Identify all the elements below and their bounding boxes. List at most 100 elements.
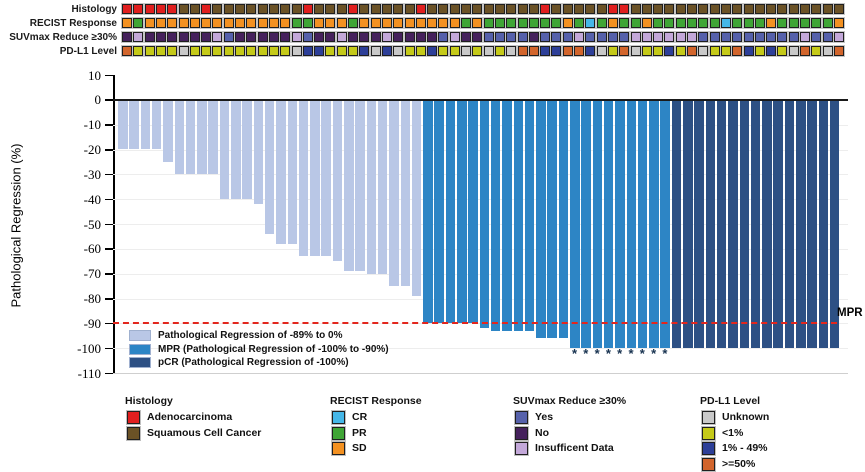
annotation-cell-recist — [461, 18, 471, 28]
annotation-cell-recist — [404, 18, 415, 28]
annotation-cell-pdl1 — [178, 46, 189, 56]
zero-baseline — [113, 98, 848, 102]
annotation-cell-recist — [336, 18, 347, 28]
annotation-cell-suvmax — [811, 32, 822, 42]
y-axis-title: Pathological Regression (%) — [8, 143, 24, 308]
legend-item-swatch — [702, 457, 715, 471]
annotation-cell-recist — [472, 18, 483, 28]
annotation-cell-suvmax — [325, 32, 336, 42]
annotation-cell-pdl1 — [155, 46, 166, 56]
annotation-cell-recist — [133, 18, 144, 28]
annotation-cell-pdl1 — [246, 46, 257, 56]
y-tick-mark — [105, 298, 113, 300]
annotation-cell-suvmax — [381, 32, 392, 42]
annotation-cell-recist — [167, 18, 178, 28]
annotation-cell-suvmax — [404, 32, 415, 42]
y-tick-label: 0 — [94, 92, 102, 108]
annotation-cell-histology — [393, 4, 404, 14]
regression-bar — [716, 100, 727, 349]
regression-bar — [615, 100, 625, 349]
annotation-cell-pdl1 — [223, 46, 234, 56]
annotation-cell-recist — [506, 18, 517, 28]
annotation-cell-suvmax — [415, 32, 426, 42]
annotation-cell-suvmax — [641, 32, 652, 42]
annotation-cell-pdl1 — [280, 46, 291, 56]
annotation-cell-pdl1 — [664, 46, 675, 56]
x-axis-baseline — [113, 373, 848, 374]
legend-swatch-M — [129, 343, 151, 355]
regression-bar — [807, 100, 817, 349]
annotation-cell-histology — [155, 4, 166, 14]
regression-bar — [264, 100, 275, 234]
regression-bar — [705, 100, 716, 349]
regression-bar — [219, 100, 230, 200]
annotation-cell-suvmax — [223, 32, 234, 42]
annotation-cell-pdl1 — [336, 46, 347, 56]
annotation-cell-pdl1 — [630, 46, 641, 56]
annotation-cell-pdl1 — [743, 46, 754, 56]
annotation-cell-histology — [574, 4, 584, 14]
y-tick-mark — [105, 74, 113, 76]
annotation-cell-histology — [438, 4, 449, 14]
y-tick-label: -110 — [77, 365, 101, 381]
annotation-cell-recist — [438, 18, 449, 28]
annotation-cell-histology — [201, 4, 212, 14]
annotation-cell-recist — [235, 18, 245, 28]
annotation-cell-histology — [800, 4, 810, 14]
regression-bar — [784, 100, 795, 349]
annotation-cell-suvmax — [551, 32, 562, 42]
annotation-cell-histology — [551, 4, 562, 14]
legend-item-label: CR — [352, 411, 368, 423]
legend-item-label: Insufficent Data — [535, 442, 614, 454]
regression-bar — [536, 100, 546, 339]
annotation-cell-recist — [698, 18, 709, 28]
mpr-threshold-line — [113, 322, 837, 325]
regression-bar — [502, 100, 512, 331]
annotation-cell-histology — [268, 4, 279, 14]
y-tick-label: -40 — [83, 191, 101, 207]
annotation-cell-recist — [189, 18, 200, 28]
annotation-cell-pdl1 — [494, 46, 505, 56]
annotation-cell-recist — [562, 18, 573, 28]
y-tick-label: -20 — [83, 142, 101, 157]
annotation-cell-pdl1 — [427, 46, 438, 56]
annotation-cell-recist — [201, 18, 212, 28]
annotation-cell-pdl1 — [291, 46, 302, 56]
annotation-cell-histology — [664, 4, 675, 14]
annotation-cell-recist — [822, 18, 833, 28]
legend-item-label: PR — [352, 426, 367, 439]
annotation-cell-pdl1 — [585, 46, 596, 56]
regression-bar — [434, 100, 444, 324]
annotation-cell-suvmax — [155, 32, 166, 42]
annotation-cell-pdl1 — [393, 46, 404, 56]
annotation-cell-suvmax — [732, 32, 743, 42]
annotation-cell-suvmax — [777, 32, 788, 42]
regression-bar — [581, 100, 591, 349]
track-label-pdl1: PD-L1 Level — [59, 46, 117, 57]
annotation-cell-recist — [257, 18, 268, 28]
regression-bar — [208, 100, 218, 175]
annotation-cell-pdl1 — [517, 46, 528, 56]
annotation-cell-pdl1 — [235, 46, 245, 56]
annotation-cell-suvmax — [596, 32, 607, 42]
annotation-cell-pdl1 — [720, 46, 731, 56]
annotation-cell-histology — [788, 4, 799, 14]
annotation-cell-suvmax — [461, 32, 471, 42]
annotation-cell-recist — [122, 18, 132, 28]
annotation-cell-histology — [302, 4, 313, 14]
regression-bar — [739, 100, 749, 349]
annotation-cell-histology — [122, 4, 132, 14]
regression-bar — [298, 100, 309, 257]
annotation-cell-recist — [540, 18, 551, 28]
regression-bar — [332, 100, 343, 262]
annotation-cell-recist — [619, 18, 630, 28]
annotation-cell-recist — [268, 18, 279, 28]
annotation-cell-recist — [754, 18, 765, 28]
regression-bar — [660, 100, 670, 349]
annotation-cell-histology — [348, 4, 358, 14]
annotation-cell-histology — [777, 4, 788, 14]
annotation-cell-histology — [607, 4, 618, 14]
legend-swatch-L — [129, 330, 151, 341]
regression-bar — [389, 100, 399, 287]
annotation-cell-recist — [833, 18, 844, 28]
